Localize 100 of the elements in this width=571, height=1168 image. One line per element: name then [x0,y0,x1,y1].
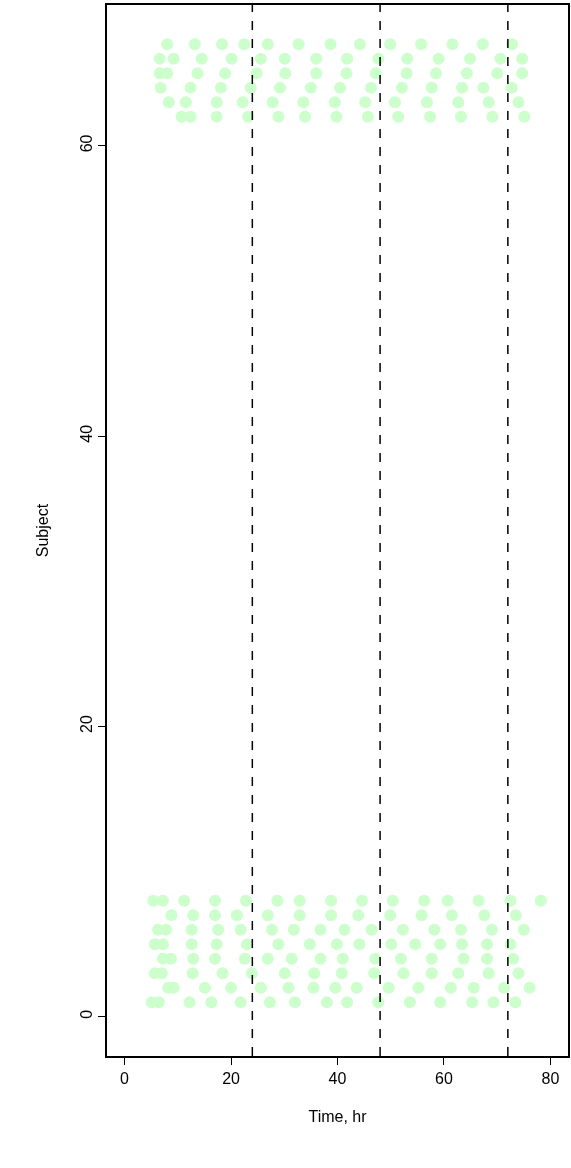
point [505,81,518,94]
point [245,967,258,980]
point [297,96,310,109]
y-tick-label: 0 [77,1009,95,1019]
point [234,996,247,1009]
point [241,938,253,951]
point [434,938,447,951]
point [382,981,395,994]
point [452,96,465,109]
point [418,894,431,907]
point [209,909,222,922]
point [400,67,413,80]
point [230,909,243,922]
point [509,996,522,1009]
point [271,894,284,907]
point [179,96,192,109]
point [314,952,327,965]
point [191,67,204,80]
point [209,952,222,965]
point [472,894,485,907]
point [239,894,252,907]
point [534,894,547,907]
y-tick-label: 60 [77,134,95,153]
point [424,110,437,123]
point [425,81,438,94]
point [428,923,441,936]
point [336,952,349,965]
point [365,923,378,936]
point [460,67,473,80]
point [455,923,467,936]
point [425,967,438,980]
point [236,96,249,109]
point [287,923,300,936]
point [314,923,327,936]
point [261,38,274,51]
point [288,996,301,1009]
point [455,110,467,123]
point [165,909,178,922]
point [482,967,495,980]
point [486,110,499,123]
point [293,909,306,922]
point [334,81,347,94]
point [266,96,279,109]
point [219,67,232,80]
point [397,967,410,980]
point [523,981,536,994]
point [403,996,416,1009]
point [272,938,285,951]
point [188,38,201,51]
point [350,981,363,994]
point [308,967,321,980]
point [282,981,295,994]
point [225,981,238,994]
point [183,996,196,1009]
point [330,938,343,951]
point [341,996,354,1009]
point [481,938,494,951]
point [261,952,274,965]
point [266,923,279,936]
point [274,81,287,94]
point [487,996,500,1009]
point [187,952,200,965]
point [412,981,425,994]
point [395,81,408,94]
point [328,96,341,109]
point [359,96,372,109]
point [389,96,401,109]
point [485,923,498,936]
point [396,923,409,936]
point [198,981,211,994]
point [353,38,366,51]
point [394,952,407,965]
point [225,52,238,65]
point [509,909,522,922]
point [512,967,525,980]
point [384,38,397,51]
point [263,996,276,1009]
point [210,96,223,109]
point [482,96,495,109]
point [494,52,507,65]
point [445,909,458,922]
point [167,52,180,65]
point [341,52,354,65]
point [324,38,337,51]
point [444,981,457,994]
point [512,96,525,109]
point [195,52,208,65]
point [518,110,531,123]
point [178,894,191,907]
point [361,110,374,123]
point [420,96,433,109]
point [466,996,479,1009]
point [335,967,348,980]
x-tick-label: 20 [222,1069,241,1087]
point [498,981,511,994]
point [187,909,200,922]
x-tick-label: 40 [328,1069,347,1087]
point [307,981,320,994]
point [278,967,291,980]
y-tick-label: 20 [77,715,95,733]
